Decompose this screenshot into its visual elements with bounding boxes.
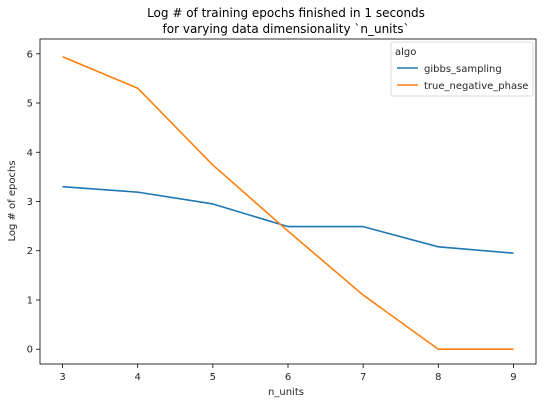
x-axis-label: n_units <box>268 387 304 398</box>
x-tick-label: 8 <box>435 372 441 383</box>
y-tick-label: 4 <box>27 148 33 159</box>
y-tick-label: 2 <box>27 246 33 257</box>
y-tick-label: 3 <box>27 197 33 208</box>
x-tick-label: 6 <box>285 372 291 383</box>
y-tick-label: 5 <box>27 99 33 110</box>
chart-title-line-1: Log # of training epochs finished in 1 s… <box>147 6 425 20</box>
x-axis-ticks: 3 4 5 6 7 8 9 <box>59 364 517 383</box>
chart-title-line-2: for varying data dimensionality `n_units… <box>163 22 410 36</box>
legend-label-true-negative-phase: true_negative_phase <box>424 81 528 92</box>
x-tick-label: 9 <box>510 372 516 383</box>
x-tick-label: 5 <box>210 372 216 383</box>
legend-label-gibbs-sampling: gibbs_sampling <box>424 64 502 75</box>
x-tick-label: 7 <box>360 372 366 383</box>
series-line-true-negative-phase <box>62 55 514 351</box>
y-axis-ticks: 0 1 2 3 4 5 6 <box>27 49 40 356</box>
y-tick-label: 6 <box>27 49 33 60</box>
series-lines <box>62 55 514 351</box>
x-tick-label: 3 <box>59 372 65 383</box>
y-tick-label: 0 <box>27 345 33 356</box>
x-tick-label: 4 <box>135 372 141 383</box>
legend-box <box>390 41 534 97</box>
y-axis-label: Log # of epochs <box>7 160 18 241</box>
legend-title: algo <box>395 47 416 58</box>
series-line-gibbs-sampling <box>62 185 514 254</box>
y-tick-label: 1 <box>27 295 33 306</box>
legend: algo gibbs_sampling true_negative_phase <box>390 41 534 97</box>
